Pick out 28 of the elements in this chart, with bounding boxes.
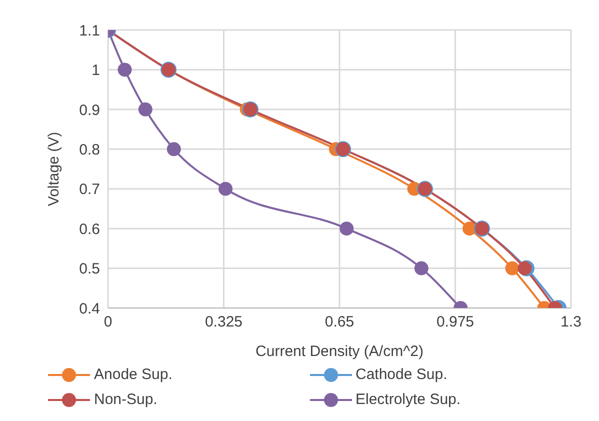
x-tick-label: 0.975 bbox=[436, 314, 474, 331]
point bbox=[118, 62, 132, 77]
legend-label: Cathode Sup. bbox=[356, 366, 448, 383]
x-tick-label: 0.325 bbox=[204, 314, 243, 331]
y-tick-label: 0.4 bbox=[79, 300, 100, 318]
point bbox=[340, 222, 354, 236]
x-tick-label: 0.65 bbox=[324, 314, 354, 331]
point bbox=[505, 261, 520, 276]
x-axis-title: Current Density (A/cm^2) bbox=[256, 343, 424, 360]
y-axis-title: Voltage (V) bbox=[45, 132, 62, 206]
point bbox=[218, 182, 233, 196]
y-tick-label: 0.7 bbox=[79, 181, 100, 198]
point bbox=[138, 102, 152, 116]
legend-label: Anode Sup. bbox=[94, 366, 172, 383]
point bbox=[166, 142, 181, 156]
y-tick-label: 0.8 bbox=[79, 141, 100, 158]
x-tick-label: 1.3 bbox=[560, 314, 582, 331]
y-tick-label: 0.9 bbox=[79, 102, 100, 119]
y-tick-label: 0.5 bbox=[79, 260, 100, 278]
legend-label: Electrolyte Sup. bbox=[356, 391, 461, 408]
legend-label: Non-Sup. bbox=[94, 391, 158, 408]
x-tick-label: 0 bbox=[104, 314, 112, 331]
y-tick-label: 0.6 bbox=[79, 220, 100, 238]
point bbox=[518, 261, 532, 276]
point bbox=[462, 222, 476, 236]
point bbox=[414, 261, 428, 276]
y-tick-label: 1.1 bbox=[79, 22, 100, 40]
y-tick-label: 1 bbox=[92, 62, 100, 80]
